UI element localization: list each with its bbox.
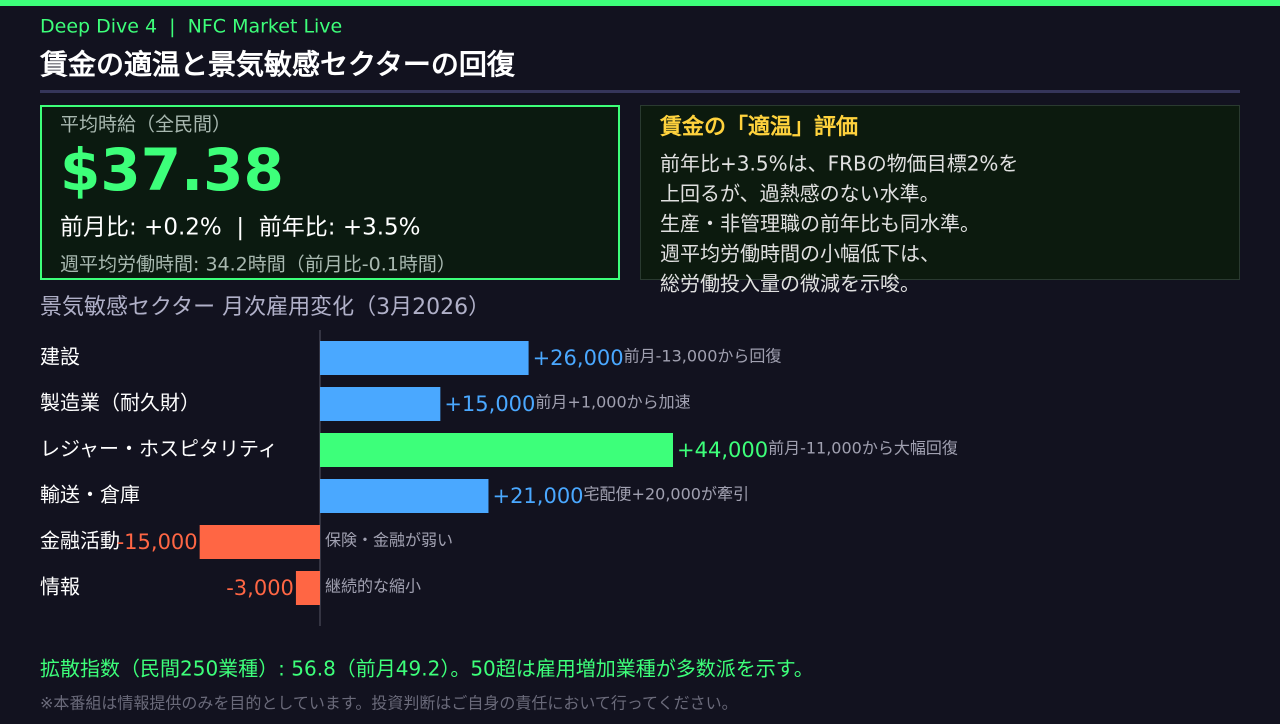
value-label: +15,000 [444, 392, 535, 416]
wage-box [40, 105, 620, 280]
bar [320, 341, 529, 375]
annotation: 保険・金融が弱い [325, 531, 453, 550]
comment-line: 週平均労働時間の小幅低下は、 [660, 242, 940, 266]
wage-change: 前月比: +0.2% | 前年比: +3.5% [60, 215, 421, 241]
bar [320, 387, 441, 421]
category-label: レジャー・ホスピタリティ [40, 437, 278, 461]
bar [320, 479, 489, 513]
wage-value: $37.38 [60, 136, 284, 204]
category-label: 輸送・倉庫 [40, 483, 140, 507]
divider [40, 90, 1240, 93]
comment-line: 上回るが、過熱感のない水準。 [660, 182, 940, 206]
comment-line: 前年比+3.5%は、FRBの物価目標2%を [660, 152, 1018, 176]
annotation: 前月-11,000から大幅回復 [768, 439, 958, 458]
hours: 週平均労働時間: 34.2時間（前月比-0.1時間） [60, 254, 456, 276]
annotation: 継続的な縮小 [325, 577, 421, 596]
wage-label: 平均時給（全民間） [60, 114, 231, 136]
value-label: +44,000 [677, 438, 768, 462]
value-label: +26,000 [533, 346, 624, 370]
bar [320, 433, 673, 467]
category-label: 情報 [40, 575, 80, 599]
comment-line: 生産・非管理職の前年比も同水準。 [660, 212, 980, 236]
annotation: 前月-13,000から回復 [624, 347, 782, 366]
comment-title: 賃金の「適温」評価 [659, 114, 858, 140]
comment-lines: 前年比+3.5%は、FRBの物価目標2%を上回るが、過熱感のない水準。生産・非管… [660, 152, 1018, 296]
annotation: 前月+1,000から加速 [535, 393, 690, 412]
value-label: -3,000 [226, 576, 294, 600]
comment-box [640, 105, 1240, 280]
disclaimer: ※本番組は情報提供のみを目的としています。投資判断はご自身の責任において行ってく… [40, 694, 738, 713]
annotation: 宅配便+20,000が牽引 [584, 485, 749, 504]
footer-note: 拡散指数（民間250業種）: 56.8（前月49.2）。50超は雇用増加業種が多… [40, 657, 814, 681]
comment-line: 総労働投入量の微減を示唆。 [660, 272, 920, 296]
title: 賃金の適温と景気敏感セクターの回復 [39, 48, 516, 81]
chart-title: 景気敏感セクター 月次雇用変化（3月2026） [40, 295, 490, 320]
bar [295, 571, 320, 605]
value-label: -15,000 [117, 530, 198, 554]
show-name: Deep Dive 4 | NFC Market Live [40, 16, 342, 38]
category-label: 製造業（耐久財） [40, 391, 200, 415]
value-label: +21,000 [492, 484, 583, 508]
top-bar [0, 0, 1280, 6]
bar [199, 525, 320, 559]
category-label: 建設 [40, 345, 80, 369]
category-label: 金融活動 [40, 529, 120, 553]
